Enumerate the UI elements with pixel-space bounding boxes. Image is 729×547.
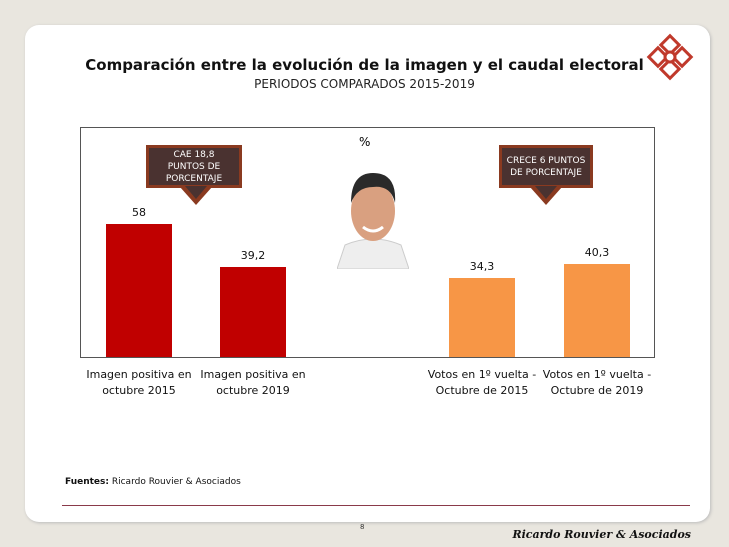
category-label: Votos en 1º vuelta - Octubre de 2019 [542,368,652,397]
annotation-callout: CRECE 6 PUNTOS DE PORCENTAJE [499,145,593,188]
data-label: 58 [132,205,146,219]
down-arrow-icon [180,186,212,205]
brand-footer: Ricardo Rouvier & Asociados [512,528,691,541]
logo-icon [646,33,694,81]
y-unit-label: % [359,135,371,149]
down-arrow-icon [530,186,562,205]
chart-subtitle: PERIODOS COMPARADOS 2015-2019 [254,77,475,91]
page-number: 8 [360,523,365,531]
data-label: 40,3 [584,246,610,260]
bar [106,223,172,357]
annotation-callout: CAE 18,8 PUNTOS DE PORCENTAJE [146,145,242,188]
category-label: Imagen positiva en octubre 2019 [200,368,306,397]
data-label: 39,2 [240,248,266,262]
source-note: Fuentes: Ricardo Rouvier & Asociados [65,477,241,487]
category-label: Imagen positiva en octubre 2015 [86,368,192,397]
chart-title: Comparación entre la evolución de la ima… [85,56,644,74]
divider [62,505,690,506]
bar [220,266,286,357]
bar [564,264,630,357]
bar [449,278,515,357]
category-label: Votos en 1º vuelta - Octubre de 2015 [427,368,537,397]
chart-area [80,127,655,358]
candidate-photo [337,165,409,269]
data-label: 34,3 [469,260,495,274]
